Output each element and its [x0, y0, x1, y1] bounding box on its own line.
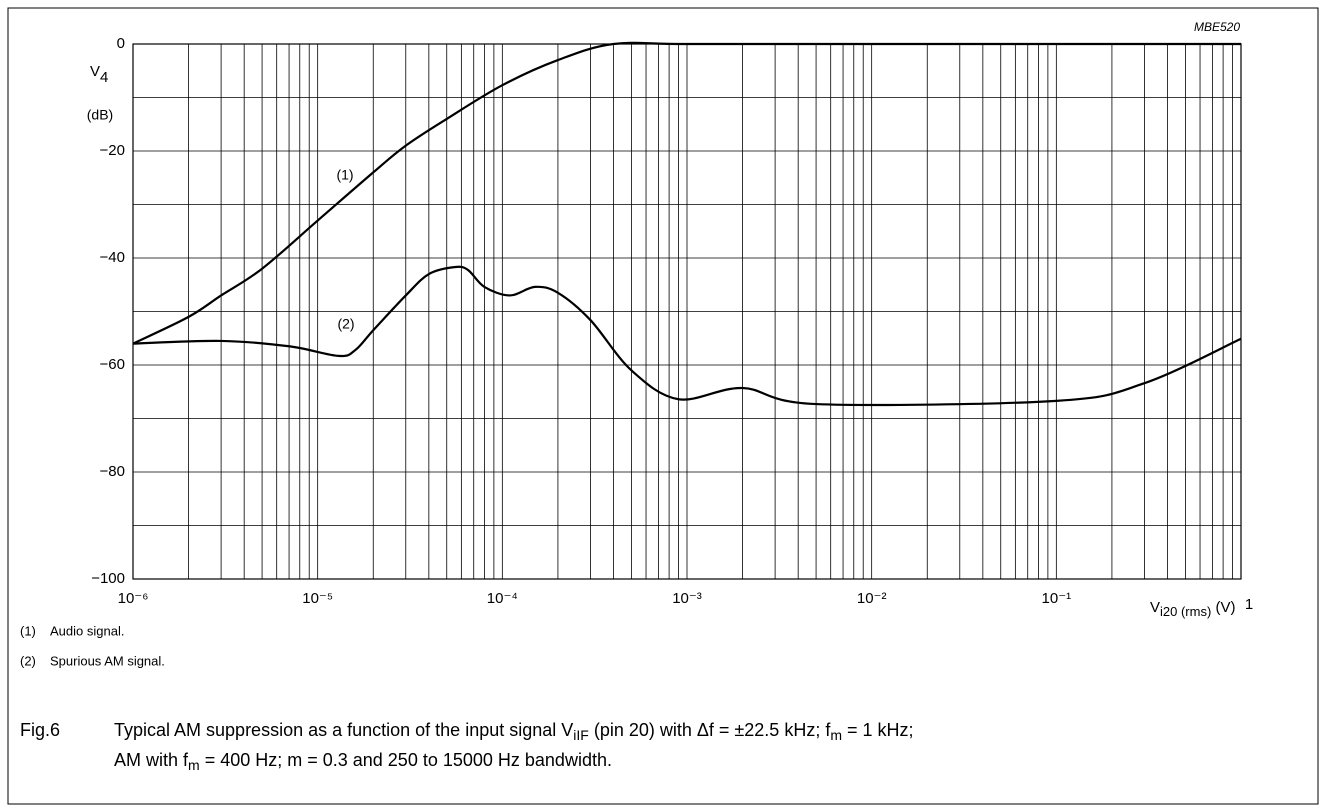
curve — [132, 41, 1241, 345]
x-axis-label-part: i20 (rms) — [1160, 604, 1211, 619]
legend-label: Spurious AM signal. — [50, 653, 165, 668]
x-tick-label: 10⁻⁵ — [302, 590, 333, 607]
curve-annotation: (2) — [337, 316, 354, 332]
caption-label: Fig.6 — [20, 720, 60, 740]
x-tick-label: 1 — [1245, 596, 1253, 613]
caption-part: iIF — [573, 727, 589, 743]
caption-part: = 400 Hz; m = 0.3 and 250 to 15000 Hz ba… — [200, 750, 612, 770]
y-tick-label: −100 — [91, 570, 125, 587]
x-tick-label: 10⁻⁶ — [118, 590, 149, 607]
legend-marker: (1) — [20, 623, 36, 638]
y-axis-unit: (dB) — [87, 107, 113, 123]
y-tick-label: −20 — [100, 142, 125, 159]
x-axis-label-part: V — [1150, 599, 1160, 616]
caption-part: = 1 kHz; — [842, 720, 914, 740]
figure-code: MBE520 — [1194, 20, 1240, 34]
legend-marker: (2) — [20, 653, 36, 668]
x-tick-label: 10⁻⁴ — [487, 590, 518, 607]
y-tick-label: −60 — [100, 356, 125, 373]
curve — [132, 265, 1242, 407]
caption-part: m — [830, 727, 842, 743]
curve-annotation: (1) — [336, 167, 353, 183]
x-axis-label-part: (V) — [1211, 599, 1235, 616]
caption-part: AM with f — [114, 750, 189, 770]
x-axis-label: Vi20 (rms) (V) — [1150, 599, 1235, 619]
legend-label: Audio signal. — [50, 623, 124, 638]
y-axis-label: V4 — [90, 63, 108, 86]
page-border — [7, 7, 1319, 805]
caption-part: (pin 20) with Δf = ±22.5 kHz; f — [589, 720, 831, 740]
y-tick-label: −40 — [100, 249, 125, 266]
x-tick-label: 10⁻² — [857, 590, 887, 607]
caption-part: m — [188, 757, 200, 773]
caption-line: Typical AM suppression as a function of … — [114, 720, 914, 743]
y-axis-symbol: V — [90, 63, 100, 80]
y-tick-label: −80 — [100, 463, 125, 480]
caption-line: AM with fm = 400 Hz; m = 0.3 and 250 to … — [114, 750, 612, 773]
y-tick-label: 0 — [117, 35, 125, 52]
y-axis-subscript: 4 — [100, 69, 108, 86]
caption-part: Typical AM suppression as a function of … — [114, 720, 573, 740]
x-tick-label: 10⁻¹ — [1042, 590, 1072, 607]
x-tick-label: 10⁻³ — [672, 590, 702, 607]
